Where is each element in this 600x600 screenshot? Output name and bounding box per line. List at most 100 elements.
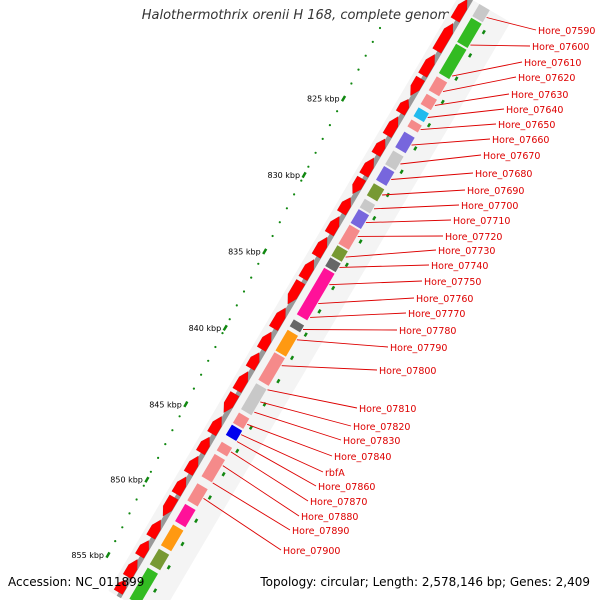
gene-arrow-forward: [395, 98, 410, 116]
scale-dot: [321, 137, 324, 140]
gene-block-reverse: [420, 93, 437, 111]
scale-dot: [307, 165, 310, 168]
gene-arrow-forward: [432, 22, 454, 54]
feature-marker: [180, 541, 185, 547]
scale-tick-label: 835 kbp: [228, 247, 261, 256]
scale-dot: [221, 332, 224, 335]
feature-marker: [276, 378, 281, 384]
scale-dot: [271, 234, 274, 238]
feature-marker: [399, 169, 404, 175]
gene-label-leader: [240, 434, 324, 473]
feature-marker: [372, 215, 377, 221]
gene-arrow-forward: [268, 307, 286, 332]
gene-label: Hore_07660: [492, 135, 549, 146]
gene-block-reverse: [187, 483, 208, 507]
gene-block-reverse: [232, 412, 250, 429]
gene-label-leader: [470, 44, 531, 47]
scale-dot: [350, 82, 353, 85]
feature-marker: [426, 122, 432, 128]
gene-block-reverse: [457, 17, 482, 48]
scale-tick: [105, 551, 111, 559]
gene-label: Hore_07740: [431, 261, 488, 272]
scale-tick-label: 855 kbp: [71, 551, 104, 560]
feature-marker: [221, 471, 226, 477]
gene-arrow-forward: [287, 278, 306, 305]
gene-label: Hore_07820: [353, 422, 410, 433]
gene-arrow-forward: [195, 436, 210, 456]
scale-dot: [257, 262, 260, 265]
gene-block-reverse: [438, 43, 467, 80]
scale-dot: [378, 26, 382, 30]
gene-arrow-forward: [352, 175, 367, 195]
gene-label-leader: [296, 339, 389, 348]
gene-label: Hore_07760: [416, 294, 473, 305]
gene-label-leader: [329, 280, 423, 286]
scale-dot: [207, 359, 210, 362]
scale-tick-label: 830 kbp: [267, 171, 300, 180]
gene-block-reverse: [366, 183, 385, 202]
gene-label-leader: [434, 93, 510, 106]
scale-dot: [235, 304, 238, 307]
feature-marker: [413, 146, 418, 151]
gene-label: Hore_07890: [292, 526, 349, 537]
scale-dot: [285, 207, 288, 210]
gene-label: Hore_07670: [483, 151, 540, 162]
gene-label: Hore_07870: [310, 497, 367, 508]
scale-dot: [200, 373, 203, 376]
scale-dot: [357, 68, 360, 71]
gene-label: Hore_07630: [511, 90, 568, 101]
gene-block-reverse: [275, 329, 298, 357]
scale-tick: [301, 171, 307, 179]
gene-arrow-forward: [311, 236, 328, 259]
gene-arrow-forward: [450, 0, 468, 23]
gene-label-leader: [486, 17, 537, 31]
gene-label: Hore_07590: [538, 26, 595, 37]
scale-dot: [278, 221, 281, 224]
gene-label-leader: [427, 108, 505, 118]
gene-label: Hore_07620: [518, 73, 575, 84]
feature-marker: [454, 76, 459, 82]
gene-arrow-forward: [146, 519, 162, 540]
gene-label: Hore_07640: [506, 105, 563, 116]
gene-block-reverse: [216, 441, 233, 457]
gene-label-leader: [411, 138, 491, 146]
gene-label: Hore_07900: [283, 546, 340, 557]
scale-dot: [192, 387, 195, 390]
scale-dot: [178, 415, 181, 418]
gene-arrow-forward: [171, 476, 187, 497]
gene-block-reverse: [175, 503, 196, 528]
scale-dot: [171, 429, 174, 432]
gene-label: Hore_07810: [359, 404, 416, 415]
feature-marker: [207, 495, 212, 500]
scale-dot: [121, 526, 124, 529]
gene-arrow-forward: [256, 331, 272, 352]
gene-label-leader: [400, 154, 482, 165]
scale-tick: [144, 476, 150, 483]
feature-marker: [194, 518, 199, 524]
gene-label: Hore_07840: [334, 452, 391, 463]
feature-marker: [331, 285, 336, 291]
gene-label-leader: [420, 123, 497, 131]
feature-marker: [166, 564, 171, 570]
gene-label-leader: [247, 423, 333, 457]
scale-tick: [222, 324, 228, 332]
gene-block-reverse: [296, 267, 335, 321]
gene-arrow-forward: [134, 539, 150, 559]
gene-block-reverse: [289, 319, 305, 333]
scale-dot: [164, 443, 167, 446]
gene-block-reverse: [350, 209, 370, 229]
gene-label-leader: [236, 441, 317, 487]
feature-marker: [303, 332, 308, 337]
scale-dot: [300, 179, 303, 182]
gene-arrow-forward: [336, 196, 352, 216]
feature-marker: [358, 239, 363, 244]
gene-block-reverse: [149, 548, 170, 571]
scale-dot: [128, 512, 131, 515]
gene-label-leader: [442, 76, 517, 93]
gene-label-leader: [230, 451, 309, 502]
gene-block-reverse: [395, 131, 415, 154]
gene-block-reverse: [160, 524, 184, 552]
gene-label-leader: [373, 204, 460, 210]
feature-marker: [317, 308, 322, 314]
gene-arrow-forward: [122, 558, 138, 580]
